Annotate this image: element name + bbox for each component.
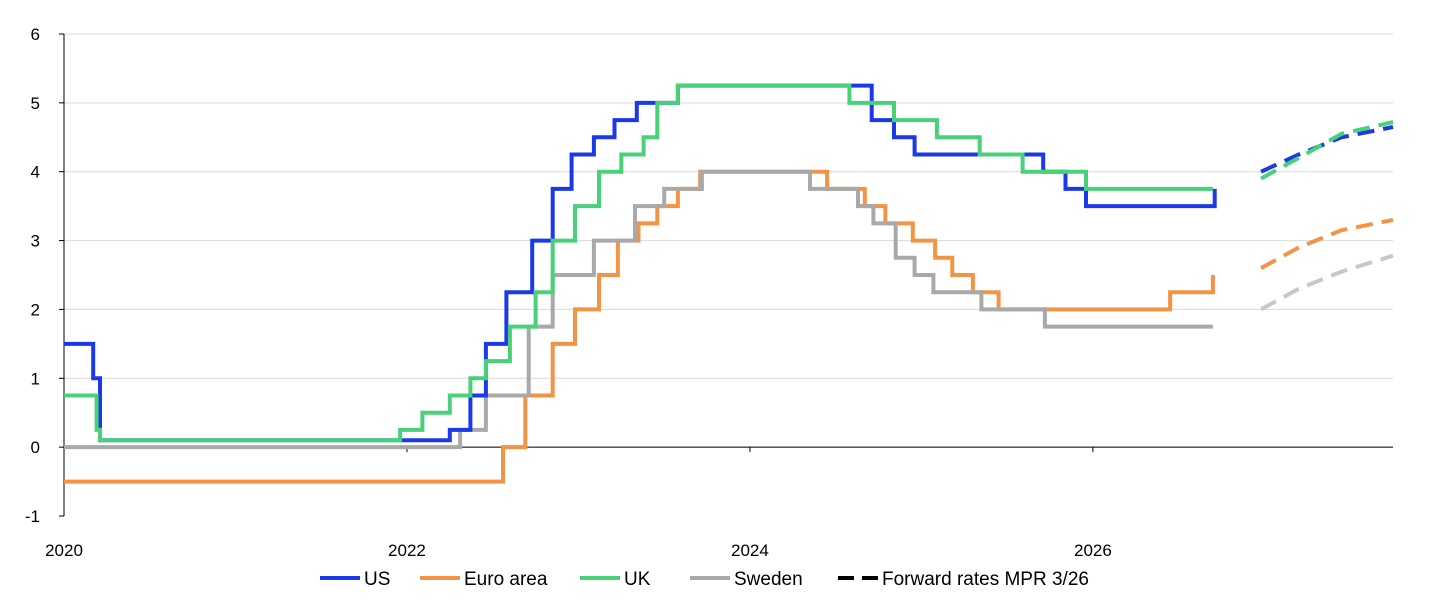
y-tick-label: 1 — [31, 369, 40, 388]
y-tick-label: 3 — [31, 232, 40, 251]
y-tick-label: -1 — [25, 507, 40, 526]
legend-label-uk: UK — [624, 569, 651, 590]
gridlines — [64, 33, 1393, 448]
legend-label-us: US — [364, 569, 390, 590]
y-tick-label: 2 — [31, 300, 40, 319]
x-tick-label: 2024 — [731, 541, 769, 560]
x-tick-label: 2026 — [1074, 541, 1112, 560]
forward-line-uk — [1260, 120, 1394, 181]
forward-line-sweden — [1260, 253, 1394, 312]
series — [64, 83, 1217, 484]
series-line-euro-area — [64, 169, 1215, 484]
forward-line-us — [1260, 125, 1394, 174]
legend-label-sweden: Sweden — [734, 569, 803, 590]
y-tick-label: 6 — [31, 25, 40, 44]
legend: US Euro area UK Sweden Forward rates MPR 3/2… — [320, 569, 1089, 590]
legend-label-euro-area: Euro area — [464, 569, 548, 590]
forward-rates — [1260, 120, 1394, 312]
series-line-us — [64, 83, 1217, 443]
y-tick-label: 0 — [31, 438, 40, 457]
x-tick-label: 2022 — [388, 541, 426, 560]
y-tick-label: 4 — [31, 163, 40, 182]
y-tick-label: 5 — [31, 94, 40, 113]
legend-label-forward-rates-mpr-3-26: Forward rates MPR 3/26 — [882, 569, 1089, 590]
series-line-uk — [64, 83, 1213, 443]
x-tick-label: 2020 — [45, 541, 83, 560]
series-line-sweden — [64, 169, 1213, 450]
forward-line-euro-area — [1260, 217, 1394, 270]
